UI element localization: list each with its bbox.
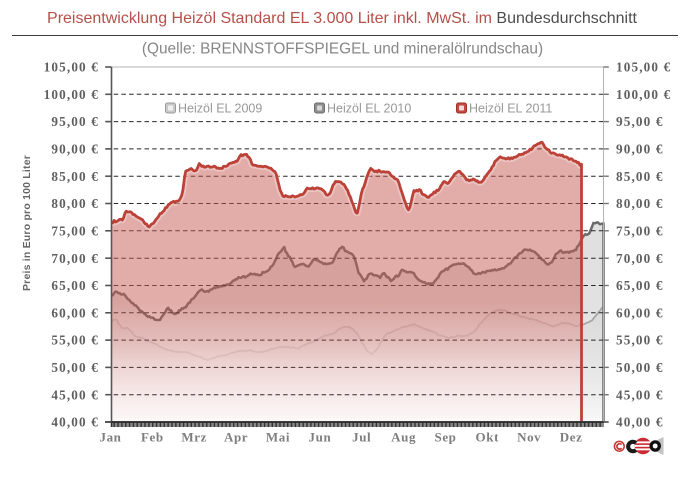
svg-text:Heizöl EL 2010: Heizöl EL 2010 bbox=[327, 102, 411, 116]
svg-text:50,00 €: 50,00 € bbox=[51, 360, 99, 375]
svg-text:65,00 €: 65,00 € bbox=[51, 278, 99, 293]
svg-text:105,00 €: 105,00 € bbox=[44, 60, 99, 75]
svg-text:70,00 €: 70,00 € bbox=[616, 251, 664, 266]
svg-text:Preis in Euro pro 100 Liter: Preis in Euro pro 100 Liter bbox=[21, 155, 33, 291]
svg-text:90,00 €: 90,00 € bbox=[51, 142, 99, 157]
svg-text:95,00 €: 95,00 € bbox=[51, 114, 99, 129]
svg-text:85,00 €: 85,00 € bbox=[616, 169, 664, 184]
svg-text:105,00 €: 105,00 € bbox=[616, 60, 671, 75]
svg-text:60,00 €: 60,00 € bbox=[616, 305, 664, 320]
svg-text:100,00 €: 100,00 € bbox=[44, 87, 99, 102]
svg-text:45,00 €: 45,00 € bbox=[616, 387, 664, 402]
svg-text:Heizöl EL 2009: Heizöl EL 2009 bbox=[178, 102, 262, 116]
svg-text:Jul: Jul bbox=[352, 430, 371, 445]
svg-text:90,00 €: 90,00 € bbox=[616, 142, 664, 157]
svg-text:Jun: Jun bbox=[309, 430, 332, 445]
svg-text:Preisentwicklung Heizöl Standa: Preisentwicklung Heizöl Standard EL 3.00… bbox=[47, 10, 637, 27]
svg-text:100,00 €: 100,00 € bbox=[616, 87, 671, 102]
svg-text:75,00 €: 75,00 € bbox=[51, 223, 99, 238]
svg-text:40,00 €: 40,00 € bbox=[51, 415, 99, 430]
svg-text:45,00 €: 45,00 € bbox=[51, 387, 99, 402]
svg-text:55,00 €: 55,00 € bbox=[51, 333, 99, 348]
svg-text:80,00 €: 80,00 € bbox=[616, 196, 664, 211]
svg-text:Nov: Nov bbox=[517, 430, 541, 445]
svg-text:Dez: Dez bbox=[560, 430, 583, 445]
svg-text:95,00 €: 95,00 € bbox=[616, 114, 664, 129]
svg-text:(Quelle: BRENNSTOFFSPIEGEL un: (Quelle: BRENNSTOFFSPIEGEL und mineralöl… bbox=[142, 41, 543, 58]
svg-text:75,00 €: 75,00 € bbox=[616, 223, 664, 238]
svg-text:Feb: Feb bbox=[141, 430, 164, 445]
svg-text:55,00 €: 55,00 € bbox=[616, 333, 664, 348]
svg-text:Mrz: Mrz bbox=[181, 430, 207, 445]
svg-text:80,00 €: 80,00 € bbox=[51, 196, 99, 211]
svg-text:70,00 €: 70,00 € bbox=[51, 251, 99, 266]
svg-text:Jan: Jan bbox=[99, 430, 121, 445]
svg-text:Aug: Aug bbox=[391, 430, 416, 445]
svg-text:40,00 €: 40,00 € bbox=[616, 415, 664, 430]
svg-text:85,00 €: 85,00 € bbox=[51, 169, 99, 184]
svg-text:Heizöl EL 2011: Heizöl EL 2011 bbox=[469, 102, 552, 116]
svg-text:Apr: Apr bbox=[224, 430, 248, 445]
svg-text:Sep: Sep bbox=[434, 430, 456, 445]
svg-text:Okt: Okt bbox=[476, 430, 500, 445]
svg-text:65,00 €: 65,00 € bbox=[616, 278, 664, 293]
svg-text:Mai: Mai bbox=[266, 430, 290, 445]
svg-text:60,00 €: 60,00 € bbox=[51, 305, 99, 320]
svg-text:50,00 €: 50,00 € bbox=[616, 360, 664, 375]
